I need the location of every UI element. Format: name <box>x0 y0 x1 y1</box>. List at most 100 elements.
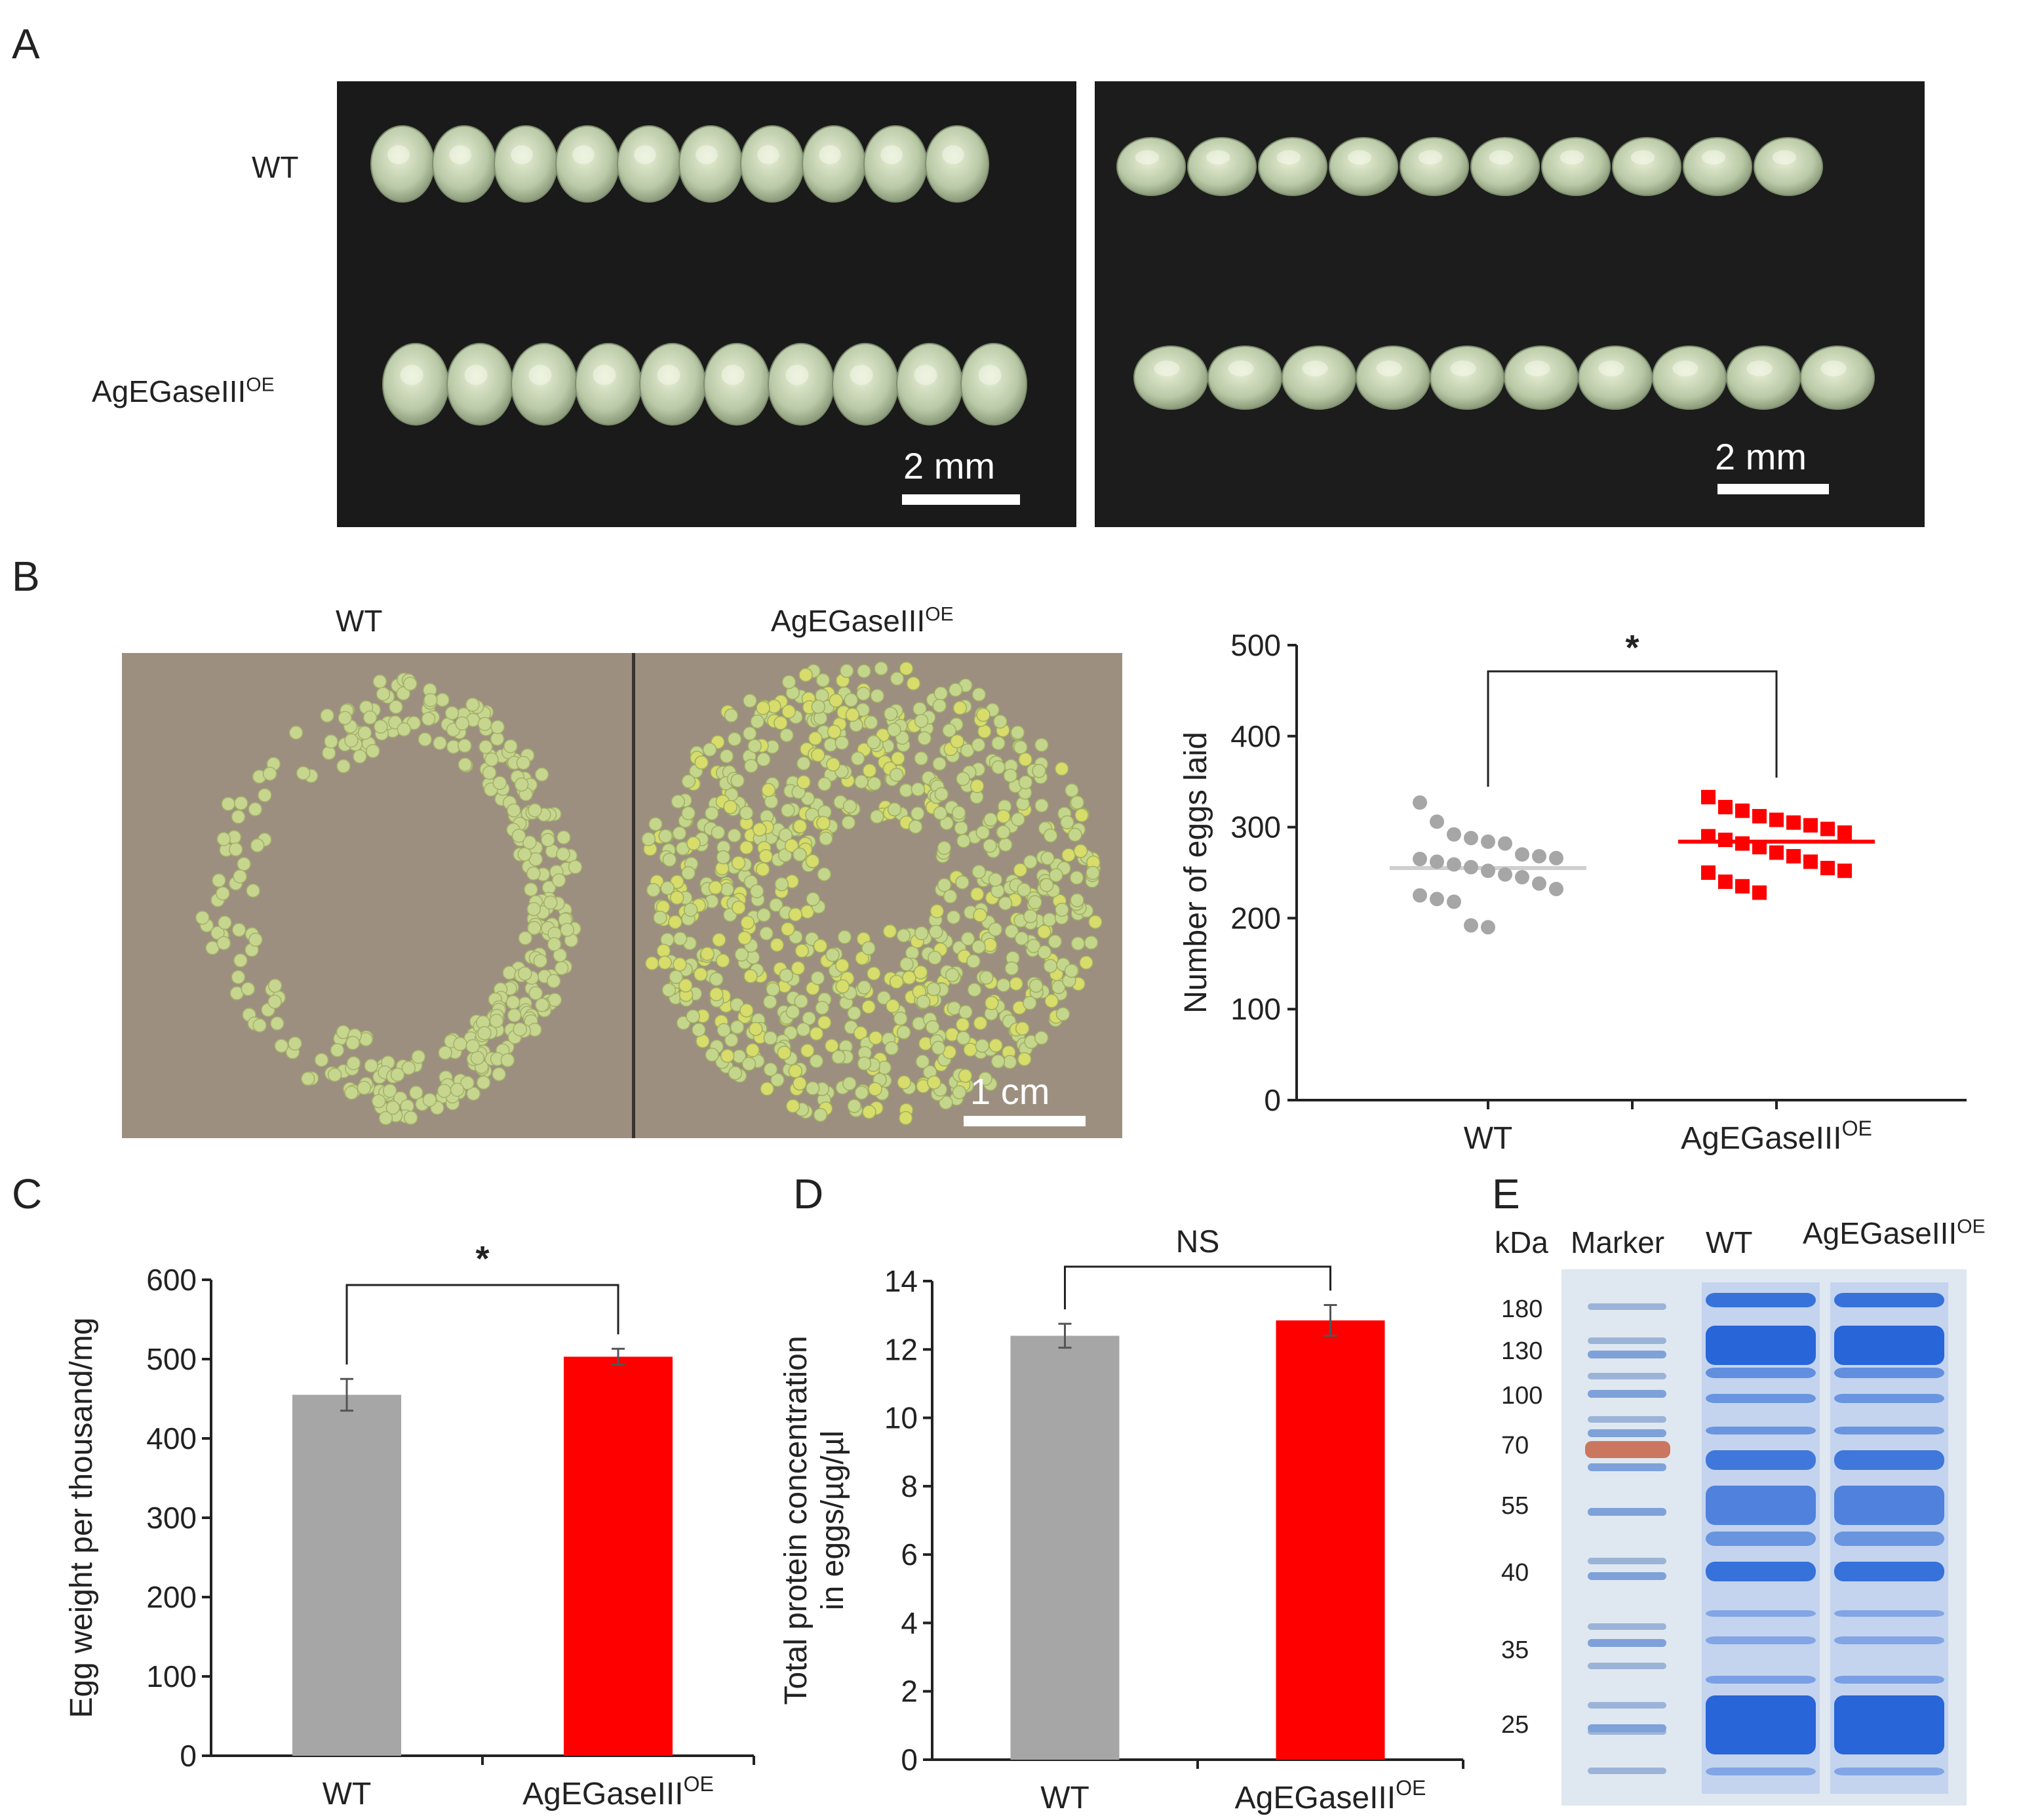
gel-band <box>1834 1427 1944 1434</box>
egg-cluster-egg <box>966 954 981 968</box>
egg-cluster-egg <box>932 698 947 713</box>
egg-photo-egg <box>1400 137 1469 196</box>
egg-cluster-egg <box>1010 725 1025 740</box>
egg-cluster-egg <box>861 941 876 956</box>
egg-cluster-egg <box>346 1056 361 1071</box>
egg-cluster-egg <box>884 707 898 721</box>
egg-photo-egg <box>1578 346 1653 410</box>
egg-photo-egg <box>1187 137 1257 196</box>
egg-cluster-egg <box>517 847 532 861</box>
egg-cluster-egg <box>560 922 574 937</box>
egg-cluster-egg <box>753 822 767 837</box>
data-point-oe <box>1718 800 1733 815</box>
gel-band <box>1706 1450 1816 1470</box>
egg-cluster-egg <box>800 1043 815 1058</box>
egg-cluster-egg <box>195 910 210 925</box>
egg-cluster-egg <box>218 915 232 930</box>
egg-cluster-egg <box>825 947 840 962</box>
egg-cluster-egg <box>996 825 1011 839</box>
bar-wt <box>292 1395 401 1756</box>
egg-cluster-egg <box>210 926 225 940</box>
egg-cluster-egg <box>500 1053 515 1067</box>
marker-band <box>1588 1351 1666 1358</box>
egg-cluster-egg <box>1023 996 1037 1010</box>
egg-photo-egg <box>1470 137 1540 196</box>
egg-cluster-egg <box>221 797 235 811</box>
scale-text-b: 1 cm <box>970 1071 1050 1112</box>
egg-cluster-egg <box>845 707 860 722</box>
data-point-wt <box>1413 795 1427 810</box>
data-point-wt <box>1515 847 1529 862</box>
egg-cluster-egg <box>353 749 367 764</box>
egg-cluster-egg <box>906 676 921 691</box>
egg-cluster-egg <box>301 1071 315 1086</box>
egg-cluster-egg <box>750 714 765 729</box>
marker-band <box>1588 1768 1666 1774</box>
egg-cluster-egg <box>942 723 956 738</box>
egg-cluster-egg <box>991 884 1005 898</box>
egg-cluster-egg <box>705 1048 719 1062</box>
egg-cluster-egg <box>1023 909 1038 924</box>
egg-cluster-egg <box>524 882 538 897</box>
data-point-oe <box>1752 808 1767 823</box>
egg-cluster-egg <box>731 856 746 870</box>
egg-cluster-egg <box>874 661 888 676</box>
egg-cluster-egg <box>737 930 752 945</box>
egg-cluster-egg <box>541 833 555 847</box>
scale-text-left: 2 mm <box>903 445 995 486</box>
gel-ladder-label: 55 <box>1501 1492 1529 1520</box>
gel-band <box>1706 1636 1816 1644</box>
egg-cluster-egg <box>815 673 831 688</box>
egg-photo-egg <box>1683 137 1752 196</box>
egg-photo-highlight <box>1450 361 1476 376</box>
egg-cluster-egg <box>897 1075 911 1090</box>
egg-cluster-egg <box>863 715 878 730</box>
egg-cluster-egg <box>857 1056 872 1071</box>
egg-cluster-egg <box>1039 878 1054 892</box>
panel-a-letter: A <box>12 20 40 68</box>
marker-band <box>1588 1373 1666 1379</box>
egg-cluster-egg <box>887 802 902 817</box>
egg-cluster-egg <box>507 803 521 818</box>
egg-cluster-egg <box>458 738 472 753</box>
panel-b-egg-photo: 1 cm <box>122 653 1122 1138</box>
egg-cluster-egg <box>444 705 460 721</box>
egg-photo-egg <box>1754 137 1823 196</box>
y-tick-label: 6 <box>901 1537 918 1572</box>
egg-cluster-egg <box>908 820 923 834</box>
y-tick-label: 14 <box>884 1264 918 1298</box>
egg-cluster-egg <box>314 1052 329 1067</box>
gel-band <box>1706 1562 1816 1581</box>
egg-cluster-egg <box>813 711 828 726</box>
egg-cluster-egg <box>928 924 943 940</box>
marker-band <box>1588 1416 1666 1423</box>
gel-band <box>1834 1695 1944 1754</box>
egg-cluster-egg <box>668 915 682 930</box>
egg-cluster-egg <box>644 956 659 971</box>
egg-cluster-egg <box>925 1019 940 1035</box>
gel-ladder-label: 180 <box>1501 1296 1543 1323</box>
egg-cluster-egg <box>831 1050 846 1065</box>
egg-cluster-egg <box>423 693 438 707</box>
data-point-oe <box>1752 840 1767 855</box>
egg-cluster-egg <box>433 736 447 751</box>
y-tick-label: 600 <box>146 1263 197 1297</box>
egg-photo-egg <box>1356 346 1430 410</box>
egg-photo-highlight <box>634 145 656 165</box>
egg-photo-highlight <box>696 145 718 165</box>
egg-cluster-egg <box>802 1011 816 1026</box>
egg-cluster-egg <box>327 1067 342 1082</box>
x-tick-label: WT <box>1040 1781 1089 1815</box>
data-point-oe <box>1837 863 1852 879</box>
y-tick-label: 100 <box>146 1659 197 1693</box>
egg-cluster-egg <box>344 733 359 748</box>
egg-cluster-egg <box>648 817 663 831</box>
egg-cluster-egg <box>749 1021 763 1037</box>
egg-cluster-egg <box>267 995 282 1009</box>
egg-cluster-egg <box>769 898 783 913</box>
egg-cluster-egg <box>724 708 739 723</box>
egg-cluster-egg <box>382 1083 397 1098</box>
y-tick-label: 300 <box>1230 810 1281 844</box>
egg-cluster-egg <box>937 841 952 855</box>
data-point-wt <box>1515 869 1529 884</box>
